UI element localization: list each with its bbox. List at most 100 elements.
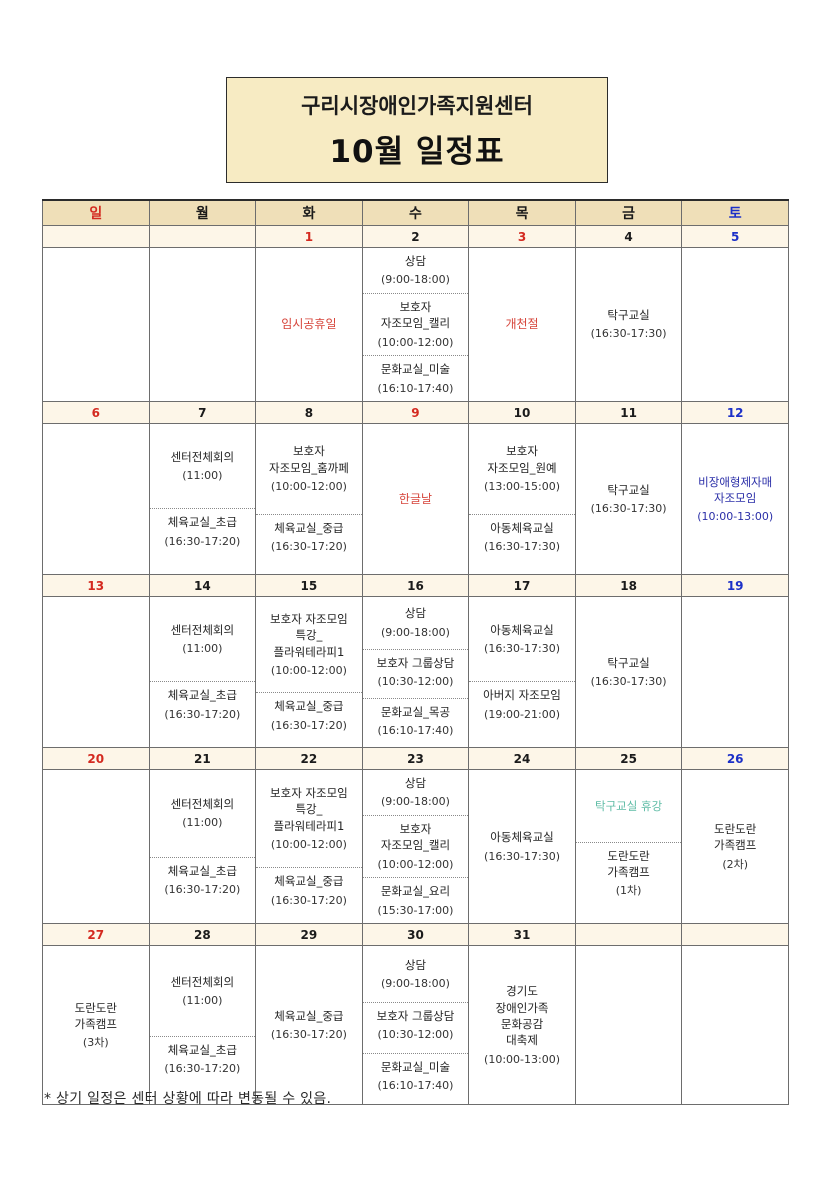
event-item[interactable]: 센터전체회의 (11:00) <box>150 617 256 662</box>
date-cell-30[interactable]: 30 <box>361 923 470 947</box>
day-cell-6 <box>42 423 150 576</box>
event-item[interactable]: 체육교실_중급 (16:30-17:20) <box>256 867 362 913</box>
event-item[interactable]: 아버지 자조모임 (19:00-21:00) <box>469 681 575 727</box>
event-item[interactable]: 센터전체회의 (11:00) <box>150 969 256 1014</box>
event-item[interactable]: 상담 (9:00-18:00) <box>363 770 469 815</box>
event-item[interactable]: 문화교실_목공 (16:10-17:40) <box>362 697 469 744</box>
date-cell-15[interactable]: 15 <box>255 574 363 598</box>
date-cell-2[interactable]: 2 <box>361 225 470 248</box>
event-stack <box>43 248 149 401</box>
event-item[interactable]: 보호자 자조모임 특강_ 플라워테라피1 (10:00-12:00) <box>256 780 362 858</box>
event-item[interactable]: 체육교실_초급 (16:30-17:20) <box>149 508 256 554</box>
date-cell-5[interactable]: 5 <box>681 225 789 248</box>
event-name: 경기도 장애인가족 문화공감 대축제 <box>495 984 549 1048</box>
event-item[interactable]: 임시공휴일 <box>256 308 362 341</box>
day-cell-1: 임시공휴일 <box>255 246 363 403</box>
date-cell-25[interactable]: 25 <box>574 747 683 771</box>
event-item[interactable]: 보호자 자조모임_원예 (13:00-15:00) <box>469 438 575 499</box>
date-cell-17[interactable]: 17 <box>468 574 576 598</box>
event-item[interactable]: 탁구교실 (16:30-17:30) <box>576 302 682 347</box>
event-item[interactable]: 도란도란 가족캠프 (3차) <box>43 995 149 1056</box>
day-cell-3: 개천절 <box>468 246 576 403</box>
event-item[interactable]: 센터전체회의 (11:00) <box>150 444 256 489</box>
event-item[interactable]: 체육교실_초급 (16:30-17:20) <box>149 856 256 903</box>
event-item[interactable]: 체육교실_중급 (16:30-17:20) <box>256 692 362 738</box>
event-item[interactable]: 비장애형제자매 자조모임 (10:00-13:00) <box>682 466 788 533</box>
event-item[interactable]: 보호자 자조모임_홈까페 (10:00-12:00) <box>256 438 362 499</box>
event-item[interactable]: 체육교실_중급 (16:30-17:20) <box>256 1003 362 1048</box>
date-cell-14[interactable]: 14 <box>148 574 257 598</box>
event-name: 도란도란 가족캠프 <box>607 848 650 879</box>
event-name: 상담 <box>404 776 427 791</box>
date-cell-19[interactable]: 19 <box>681 574 789 598</box>
event-time: (19:00-21:00) <box>484 707 560 721</box>
weekday-header-월: 월 <box>148 199 257 226</box>
event-item[interactable]: 아동체육교실 (16:30-17:30) <box>469 824 575 869</box>
event-item[interactable]: 도란도란 가족캠프 (1차) <box>575 841 682 904</box>
day-cell-8: 보호자 자조모임_홈까페 (10:00-12:00) 체육교실_중급 (16:30-1… <box>255 423 363 576</box>
date-cell-3[interactable]: 3 <box>468 225 576 248</box>
event-time: (1차) <box>615 884 642 898</box>
event-item[interactable]: 보호자 자조모임_캘리 (10:00-12:00) <box>362 292 469 355</box>
date-cell-1[interactable]: 1 <box>255 225 363 248</box>
event-item[interactable]: 보호자 자조모임_캘리 (10:00-12:00) <box>362 815 469 877</box>
event-item[interactable]: 아동체육교실 (16:30-17:30) <box>469 513 575 560</box>
date-cell-empty <box>574 923 683 947</box>
date-cell-21[interactable]: 21 <box>148 747 257 771</box>
date-cell-11[interactable]: 11 <box>574 401 683 425</box>
event-name: 문화교실_요리 <box>380 884 451 899</box>
event-item[interactable]: 상담 (9:00-18:00) <box>363 248 469 293</box>
date-cell-6[interactable]: 6 <box>42 401 150 425</box>
weekday-header-목: 목 <box>468 199 576 226</box>
weekday-header-일: 일 <box>42 199 150 226</box>
date-cell-22[interactable]: 22 <box>255 747 363 771</box>
date-cell-28[interactable]: 28 <box>148 923 257 947</box>
event-item[interactable]: 센터전체회의 (11:00) <box>150 791 256 836</box>
event-item[interactable]: 보호자 그룹상담 (10:30-12:00) <box>362 1001 469 1048</box>
day-cell-empty <box>681 945 789 1106</box>
event-item[interactable]: 도란도란 가족캠프 (2차) <box>682 816 788 877</box>
event-item[interactable]: 체육교실_중급 (16:30-17:20) <box>256 513 362 560</box>
event-item[interactable]: 아동체육교실 (16:30-17:30) <box>469 617 575 662</box>
date-cell-26[interactable]: 26 <box>681 747 789 771</box>
date-cell-20[interactable]: 20 <box>42 747 150 771</box>
date-cell-31[interactable]: 31 <box>468 923 576 947</box>
date-cell-12[interactable]: 12 <box>681 401 789 425</box>
event-item[interactable]: 상담 (9:00-18:00) <box>363 600 469 645</box>
event-item[interactable]: 체육교실_초급 (16:30-17:20) <box>149 681 256 727</box>
event-item[interactable]: 탁구교실 (16:30-17:30) <box>576 477 682 522</box>
date-cell-24[interactable]: 24 <box>468 747 576 771</box>
event-item[interactable]: 개천절 <box>469 308 575 341</box>
event-item[interactable]: 상담 (9:00-18:00) <box>363 952 469 997</box>
day-cell-empty <box>574 945 683 1106</box>
date-cell-9[interactable]: 9 <box>361 401 470 425</box>
date-cell-7[interactable]: 7 <box>148 401 257 425</box>
date-cell-27[interactable]: 27 <box>42 923 150 947</box>
event-item[interactable]: 탁구교실 휴강 <box>576 790 682 822</box>
date-cell-16[interactable]: 16 <box>361 574 470 598</box>
date-cell-29[interactable]: 29 <box>255 923 363 947</box>
date-cell-4[interactable]: 4 <box>574 225 683 248</box>
event-time: (3차) <box>82 1036 109 1050</box>
date-cell-8[interactable]: 8 <box>255 401 363 425</box>
date-cell-13[interactable]: 13 <box>42 574 150 598</box>
event-stack: 센터전체회의 (11:00) 체육교실_초급 (16:30-17:20) <box>149 424 256 574</box>
event-item[interactable]: 문화교실_미술 (16:10-17:40) <box>362 355 469 401</box>
event-item[interactable]: 체육교실_초급 (16:30-17:20) <box>149 1035 256 1082</box>
event-time: (16:10-17:40) <box>377 1079 454 1093</box>
event-stack: 보호자 자조모임_원예 (13:00-15:00) 아동체육교실 (16:30-17:… <box>469 424 575 574</box>
event-stack: 보호자 자조모임 특강_ 플라워테라피1 (10:00-12:00) 체육교실_중급… <box>256 597 362 747</box>
event-item[interactable]: 문화교실_요리 (15:30-17:00) <box>362 877 469 923</box>
event-item[interactable]: 경기도 장애인가족 문화공감 대축제 (10:00-13:00) <box>469 978 575 1072</box>
date-cell-10[interactable]: 10 <box>468 401 576 425</box>
day-cell-15: 보호자 자조모임 특강_ 플라워테라피1 (10:00-12:00) 체육교실_중급… <box>255 596 363 749</box>
event-item[interactable]: 보호자 자조모임 특강_ 플라워테라피1 (10:00-12:00) <box>256 606 362 684</box>
event-item[interactable]: 문화교실_미술 (16:10-17:40) <box>362 1053 469 1099</box>
event-time: (16:30-17:20) <box>270 893 347 907</box>
date-cell-23[interactable]: 23 <box>361 747 470 771</box>
event-item[interactable]: 보호자 그룹상담 (10:30-12:00) <box>362 648 469 695</box>
event-item[interactable]: 한글날 <box>363 483 469 516</box>
event-item[interactable]: 탁구교실 (16:30-17:30) <box>576 650 682 695</box>
date-cell-18[interactable]: 18 <box>574 574 683 598</box>
